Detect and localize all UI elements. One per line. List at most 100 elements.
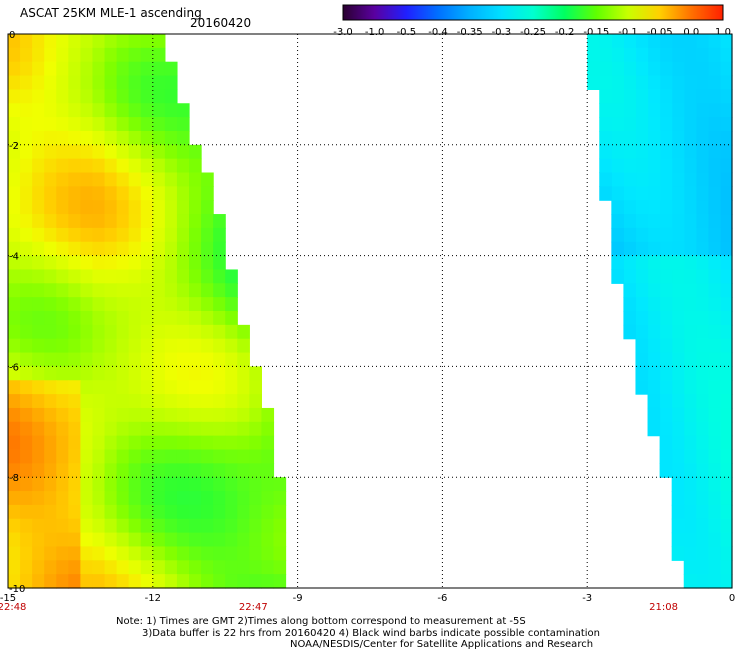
heatmap-cell (201, 491, 214, 506)
heatmap-cell (32, 560, 45, 575)
heatmap-cell (116, 47, 130, 63)
heatmap-cell (140, 103, 154, 118)
colorbar-gradient (342, 4, 724, 21)
heatmap-cell (189, 241, 202, 257)
heatmap-cell (647, 47, 661, 63)
heatmap-cell (92, 227, 106, 243)
heatmap-cell (140, 435, 154, 451)
heatmap-cell (683, 103, 697, 118)
heatmap-cell (164, 504, 178, 520)
heatmap-cell (671, 61, 685, 77)
heatmap-cell (189, 324, 202, 340)
heatmap-cell (116, 546, 130, 561)
heatmap-cell (719, 297, 733, 312)
heatmap-cell (707, 491, 721, 506)
heatmap-cell (80, 311, 94, 326)
heatmap-cell (44, 158, 57, 174)
heatmap-cell (647, 61, 661, 77)
heatmap-cell (719, 158, 733, 174)
heatmap-cell (249, 421, 262, 437)
heatmap-cell (8, 241, 21, 257)
heatmap-cell (635, 200, 649, 215)
heatmap-cell (659, 172, 673, 187)
heatmap-cell (128, 61, 142, 77)
heatmap-cell (683, 172, 697, 187)
heatmap-cell (683, 380, 697, 395)
heatmap-cell (20, 532, 33, 548)
heatmap-cell (44, 338, 57, 354)
heatmap-cell (116, 352, 130, 367)
heatmap-cell (707, 47, 721, 63)
x-tick-label: -6 (437, 593, 447, 604)
heatmap-cell (611, 144, 624, 160)
heatmap-cell (152, 61, 166, 77)
heatmap-cell (44, 352, 57, 367)
heatmap-cell (20, 394, 33, 409)
heatmap-cell (32, 158, 45, 174)
heatmap-cell (611, 61, 624, 77)
heatmap-cell (140, 227, 154, 243)
heatmap-cell (237, 518, 250, 534)
heatmap-cell (68, 338, 81, 354)
heatmap-cell (189, 546, 202, 561)
heatmap-cell (213, 407, 226, 423)
heatmap-cell (719, 449, 733, 464)
heatmap-cell (8, 311, 21, 326)
heatmap-cell (683, 130, 697, 146)
heatmap-cell (164, 158, 178, 174)
heatmap-cell (20, 130, 33, 146)
heatmap-cell (659, 311, 673, 326)
heatmap-cell (116, 89, 130, 104)
heatmap-cell (719, 574, 733, 589)
heatmap-cell (68, 186, 81, 201)
heatmap-cell (80, 34, 94, 49)
heatmap-cell (213, 311, 226, 326)
heatmap-cell (647, 117, 661, 132)
heatmap-cell (116, 144, 130, 160)
heatmap-cell (647, 352, 661, 367)
heatmap-cell (104, 117, 118, 132)
heatmap-cell (659, 324, 673, 340)
heatmap-cell (671, 338, 685, 354)
heatmap-cell (189, 463, 202, 478)
heatmap-cell (140, 158, 154, 174)
heatmap-cell (152, 394, 166, 409)
heatmap-cell (719, 394, 733, 409)
heatmap-cell (647, 158, 661, 174)
heatmap-cell (671, 311, 685, 326)
heatmap-cell (140, 172, 154, 187)
heatmap-cell (164, 200, 178, 215)
heatmap-cell (104, 297, 118, 312)
heatmap-cell (719, 380, 733, 395)
heatmap-cell (237, 546, 250, 561)
heatmap-cell (225, 421, 238, 437)
heatmap-cell (104, 130, 118, 146)
heatmap-cell (659, 269, 673, 284)
heatmap-cell (164, 491, 178, 506)
heatmap-cell (249, 560, 262, 575)
heatmap-cell (104, 47, 118, 63)
heatmap-cell (707, 172, 721, 187)
heatmap-cell (68, 255, 81, 271)
heatmap-cell (176, 130, 190, 146)
heatmap-cell (659, 449, 673, 464)
heatmap-cell (176, 214, 190, 229)
heatmap-cell (707, 130, 721, 146)
note-line-1: Note: 1) Times are GMT 2)Times along bot… (116, 616, 526, 627)
heatmap-cell (68, 75, 81, 90)
heatmap-cell (719, 241, 733, 257)
heatmap-cell (599, 186, 612, 201)
heatmap-cell (140, 532, 154, 548)
heatmap-cell (683, 352, 697, 367)
heatmap-cell (707, 366, 721, 381)
heatmap-cell (56, 574, 69, 589)
heatmap-cell (719, 186, 733, 201)
heatmap-cell (671, 227, 685, 243)
heatmap-cell (56, 532, 69, 548)
heatmap-cell (189, 158, 202, 174)
heatmap-cell (104, 546, 118, 561)
heatmap-cell (20, 200, 33, 215)
heatmap-cell (152, 407, 166, 423)
heatmap-cell (719, 407, 733, 423)
heatmap-cell (80, 324, 94, 340)
